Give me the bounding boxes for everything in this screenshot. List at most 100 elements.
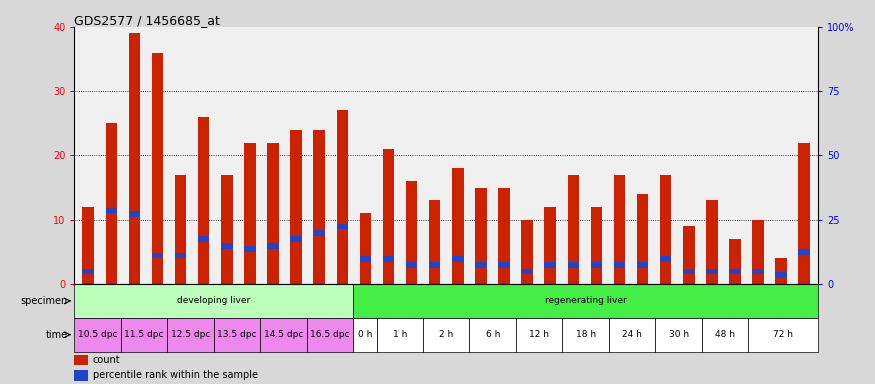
Bar [313, 230, 325, 236]
Bar [752, 269, 764, 275]
Bar [121, 318, 167, 351]
Text: specimen: specimen [20, 296, 67, 306]
Bar [516, 318, 563, 351]
Bar [221, 243, 233, 249]
Bar [290, 130, 302, 284]
Bar [729, 239, 741, 284]
Bar [354, 318, 376, 351]
Bar [591, 262, 602, 268]
Bar [799, 142, 810, 284]
Bar [591, 207, 602, 284]
Bar [382, 149, 395, 284]
Text: 72 h: 72 h [774, 330, 794, 339]
Bar [423, 318, 470, 351]
Bar [106, 207, 117, 214]
Bar [729, 269, 741, 275]
Text: developing liver: developing liver [178, 296, 250, 305]
Text: 6 h: 6 h [486, 330, 500, 339]
Bar [775, 272, 787, 278]
Bar [244, 246, 256, 252]
Bar [129, 211, 140, 217]
Bar [655, 318, 702, 351]
Text: time: time [46, 330, 67, 340]
Bar [429, 262, 440, 268]
Bar [382, 256, 395, 262]
Bar [221, 175, 233, 284]
Bar [660, 256, 671, 262]
Bar [475, 262, 487, 268]
Bar [198, 237, 209, 242]
Text: count: count [93, 355, 121, 365]
Text: 18 h: 18 h [576, 330, 596, 339]
Bar [244, 142, 256, 284]
Bar [307, 318, 354, 351]
Bar [106, 123, 117, 284]
Bar [360, 214, 371, 284]
Bar [267, 243, 279, 249]
Text: 14.5 dpc: 14.5 dpc [264, 330, 304, 339]
Bar [167, 318, 214, 351]
Bar [214, 318, 261, 351]
Bar [613, 175, 626, 284]
Bar [360, 256, 371, 262]
Bar [563, 318, 609, 351]
Bar [706, 200, 717, 284]
Bar [748, 318, 818, 351]
Bar [267, 142, 279, 284]
Text: 12.5 dpc: 12.5 dpc [171, 330, 210, 339]
Text: 30 h: 30 h [668, 330, 689, 339]
Bar [683, 269, 695, 275]
Bar [82, 207, 94, 284]
Bar [261, 318, 307, 351]
Text: GDS2577 / 1456685_at: GDS2577 / 1456685_at [74, 14, 220, 27]
Bar [175, 175, 186, 284]
Text: regenerating liver: regenerating liver [545, 296, 626, 305]
Bar [775, 258, 787, 284]
Bar [151, 53, 164, 284]
Text: 24 h: 24 h [622, 330, 642, 339]
Bar [82, 269, 94, 275]
Bar [706, 269, 717, 275]
Bar [74, 370, 88, 381]
Bar [198, 117, 209, 284]
Bar [429, 200, 440, 284]
Bar [799, 249, 810, 255]
Text: 12 h: 12 h [529, 330, 550, 339]
Bar [313, 130, 325, 284]
Bar [337, 223, 348, 229]
Bar [568, 175, 579, 284]
Bar [470, 318, 516, 351]
Bar [354, 284, 818, 318]
Bar [683, 226, 695, 284]
Bar [544, 262, 556, 268]
Bar [74, 318, 121, 351]
Bar [337, 111, 348, 284]
Text: 11.5 dpc: 11.5 dpc [124, 330, 164, 339]
Bar [151, 253, 164, 258]
Bar [74, 354, 88, 365]
Text: 10.5 dpc: 10.5 dpc [78, 330, 117, 339]
Bar [544, 207, 556, 284]
Bar [522, 269, 533, 275]
Text: 48 h: 48 h [715, 330, 735, 339]
Bar [660, 175, 671, 284]
Text: percentile rank within the sample: percentile rank within the sample [93, 370, 258, 381]
Text: 0 h: 0 h [358, 330, 372, 339]
Bar [498, 188, 510, 284]
Bar [452, 256, 464, 262]
Bar [175, 253, 186, 258]
Bar [74, 284, 354, 318]
Bar [475, 188, 487, 284]
Bar [406, 262, 417, 268]
Bar [406, 181, 417, 284]
Text: 13.5 dpc: 13.5 dpc [217, 330, 257, 339]
Bar [609, 318, 655, 351]
Bar [702, 318, 748, 351]
Text: 2 h: 2 h [439, 330, 453, 339]
Bar [613, 262, 626, 268]
Text: 16.5 dpc: 16.5 dpc [311, 330, 350, 339]
Bar [637, 194, 648, 284]
Bar [129, 33, 140, 284]
Bar [522, 220, 533, 284]
Bar [568, 262, 579, 268]
